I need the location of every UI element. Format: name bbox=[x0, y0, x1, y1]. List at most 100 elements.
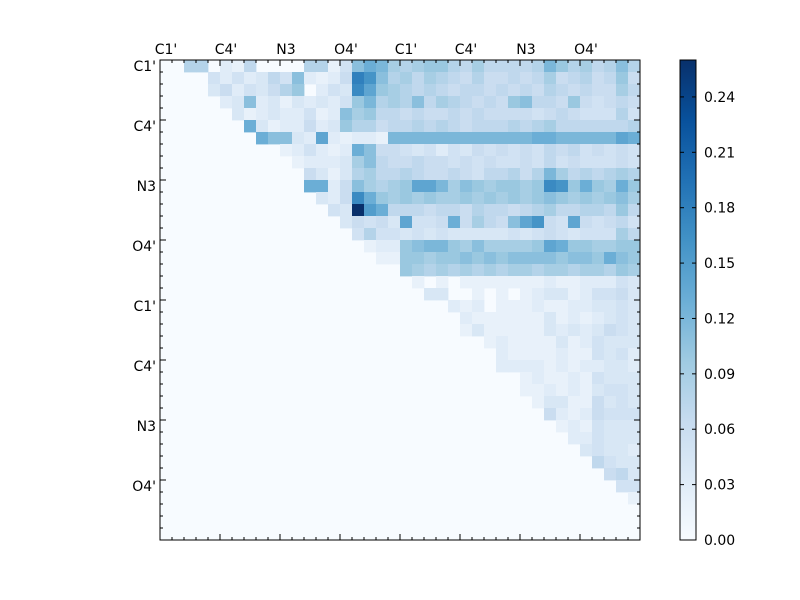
heatmap-cell bbox=[544, 276, 557, 289]
heatmap-cell bbox=[256, 84, 269, 97]
heatmap-cell bbox=[484, 252, 497, 265]
heatmap-cell bbox=[484, 180, 497, 193]
heatmap-cell bbox=[616, 420, 629, 433]
heatmap-cell bbox=[448, 132, 461, 145]
heatmap-cell bbox=[508, 348, 521, 361]
heatmap-cell bbox=[628, 72, 641, 85]
heatmap-cell bbox=[316, 168, 329, 181]
heatmap-cell bbox=[472, 144, 485, 157]
heatmap-cell bbox=[508, 60, 521, 73]
heatmap-cell bbox=[268, 120, 281, 133]
heatmap-cell bbox=[520, 96, 533, 109]
heatmap-cell bbox=[628, 372, 641, 385]
heatmap-cell bbox=[544, 180, 557, 193]
heatmap-cell bbox=[532, 240, 545, 253]
heatmap-cell bbox=[400, 240, 413, 253]
heatmap-cell bbox=[616, 216, 629, 229]
heatmap-cell bbox=[496, 84, 509, 97]
heatmap-cell bbox=[508, 312, 521, 325]
heatmap-cell bbox=[604, 144, 617, 157]
heatmap-cell bbox=[628, 348, 641, 361]
heatmap-cell bbox=[292, 96, 305, 109]
heatmap-cell bbox=[412, 252, 425, 265]
heatmap-cell bbox=[568, 324, 581, 337]
heatmap-cell bbox=[628, 336, 641, 349]
heatmap-cell bbox=[532, 168, 545, 181]
heatmap-cell bbox=[604, 252, 617, 265]
heatmap-cell bbox=[364, 204, 377, 217]
heatmap-cell bbox=[448, 204, 461, 217]
heatmap-cell bbox=[592, 336, 605, 349]
colorbar-ticks: 0.00 0.03 0.06 0.09 0.12 0.15 0.18 0.21 0.24 bbox=[680, 90, 735, 549]
heatmap-cell bbox=[532, 156, 545, 169]
heatmap-cell bbox=[568, 408, 581, 421]
heatmap-cell bbox=[484, 276, 497, 289]
heatmap-cell bbox=[520, 216, 533, 229]
heatmap-cell bbox=[328, 120, 341, 133]
heatmap-cell bbox=[580, 192, 593, 205]
heatmap-cell bbox=[280, 84, 293, 97]
heatmap-cell bbox=[508, 156, 521, 169]
heatmap-cell bbox=[412, 168, 425, 181]
heatmap-cell bbox=[580, 204, 593, 217]
heatmap-cell bbox=[496, 204, 509, 217]
heatmap-cell bbox=[328, 60, 341, 73]
heatmap-cell bbox=[268, 72, 281, 85]
heatmap-cell bbox=[352, 216, 365, 229]
heatmap-cell bbox=[472, 324, 485, 337]
heatmap-cell bbox=[376, 72, 389, 85]
heatmap-cell bbox=[400, 216, 413, 229]
heatmap-cell bbox=[580, 396, 593, 409]
heatmap-cell bbox=[496, 192, 509, 205]
heatmap-cell bbox=[484, 132, 497, 145]
heatmap-cell bbox=[340, 180, 353, 193]
heatmap-cell bbox=[232, 60, 245, 73]
heatmap-cell bbox=[592, 120, 605, 133]
heatmap-cell bbox=[496, 336, 509, 349]
heatmap-cell bbox=[364, 84, 377, 97]
heatmap-cell bbox=[544, 384, 557, 397]
heatmap-cell bbox=[232, 72, 245, 85]
colorbar-tick-label: 0.21 bbox=[704, 145, 735, 161]
heatmap-cell bbox=[580, 60, 593, 73]
heatmap-cell bbox=[520, 360, 533, 373]
heatmap-cell bbox=[412, 72, 425, 85]
heatmap-cell bbox=[496, 360, 509, 373]
heatmap-cell bbox=[364, 108, 377, 121]
heatmap-cell bbox=[460, 312, 473, 325]
heatmap-cell bbox=[628, 312, 641, 325]
heatmap-cell bbox=[352, 132, 365, 145]
heatmap-cell bbox=[568, 372, 581, 385]
heatmap-cell bbox=[496, 144, 509, 157]
heatmap-cell bbox=[340, 132, 353, 145]
heatmap-cell bbox=[592, 216, 605, 229]
heatmap-cell bbox=[568, 228, 581, 241]
colorbar-tick-label: 0.00 bbox=[704, 533, 735, 549]
heatmap-cell bbox=[316, 120, 329, 133]
heatmap-cell bbox=[616, 84, 629, 97]
heatmap-cell bbox=[616, 276, 629, 289]
y-tick-label: O4' bbox=[132, 239, 156, 255]
heatmap-cell bbox=[280, 108, 293, 121]
x-tick-label: O4' bbox=[334, 42, 358, 58]
heatmap-cell bbox=[508, 168, 521, 181]
heatmap-cell bbox=[340, 96, 353, 109]
heatmap-cell bbox=[376, 132, 389, 145]
heatmap-cell bbox=[628, 432, 641, 445]
heatmap-cell bbox=[556, 360, 569, 373]
heatmap-cell bbox=[484, 156, 497, 169]
heatmap-cell bbox=[556, 420, 569, 433]
heatmap-cell bbox=[580, 300, 593, 313]
heatmap-cell bbox=[520, 372, 533, 385]
heatmap-cell bbox=[568, 264, 581, 277]
heatmap-cell bbox=[568, 348, 581, 361]
heatmap-cell bbox=[292, 132, 305, 145]
heatmap-cell bbox=[304, 96, 317, 109]
heatmap-cell bbox=[460, 204, 473, 217]
heatmap-cell bbox=[628, 300, 641, 313]
heatmap-cell bbox=[340, 168, 353, 181]
heatmap-cell bbox=[568, 192, 581, 205]
heatmap-cell bbox=[292, 84, 305, 97]
heatmap-cell bbox=[268, 84, 281, 97]
heatmap-cell bbox=[472, 192, 485, 205]
